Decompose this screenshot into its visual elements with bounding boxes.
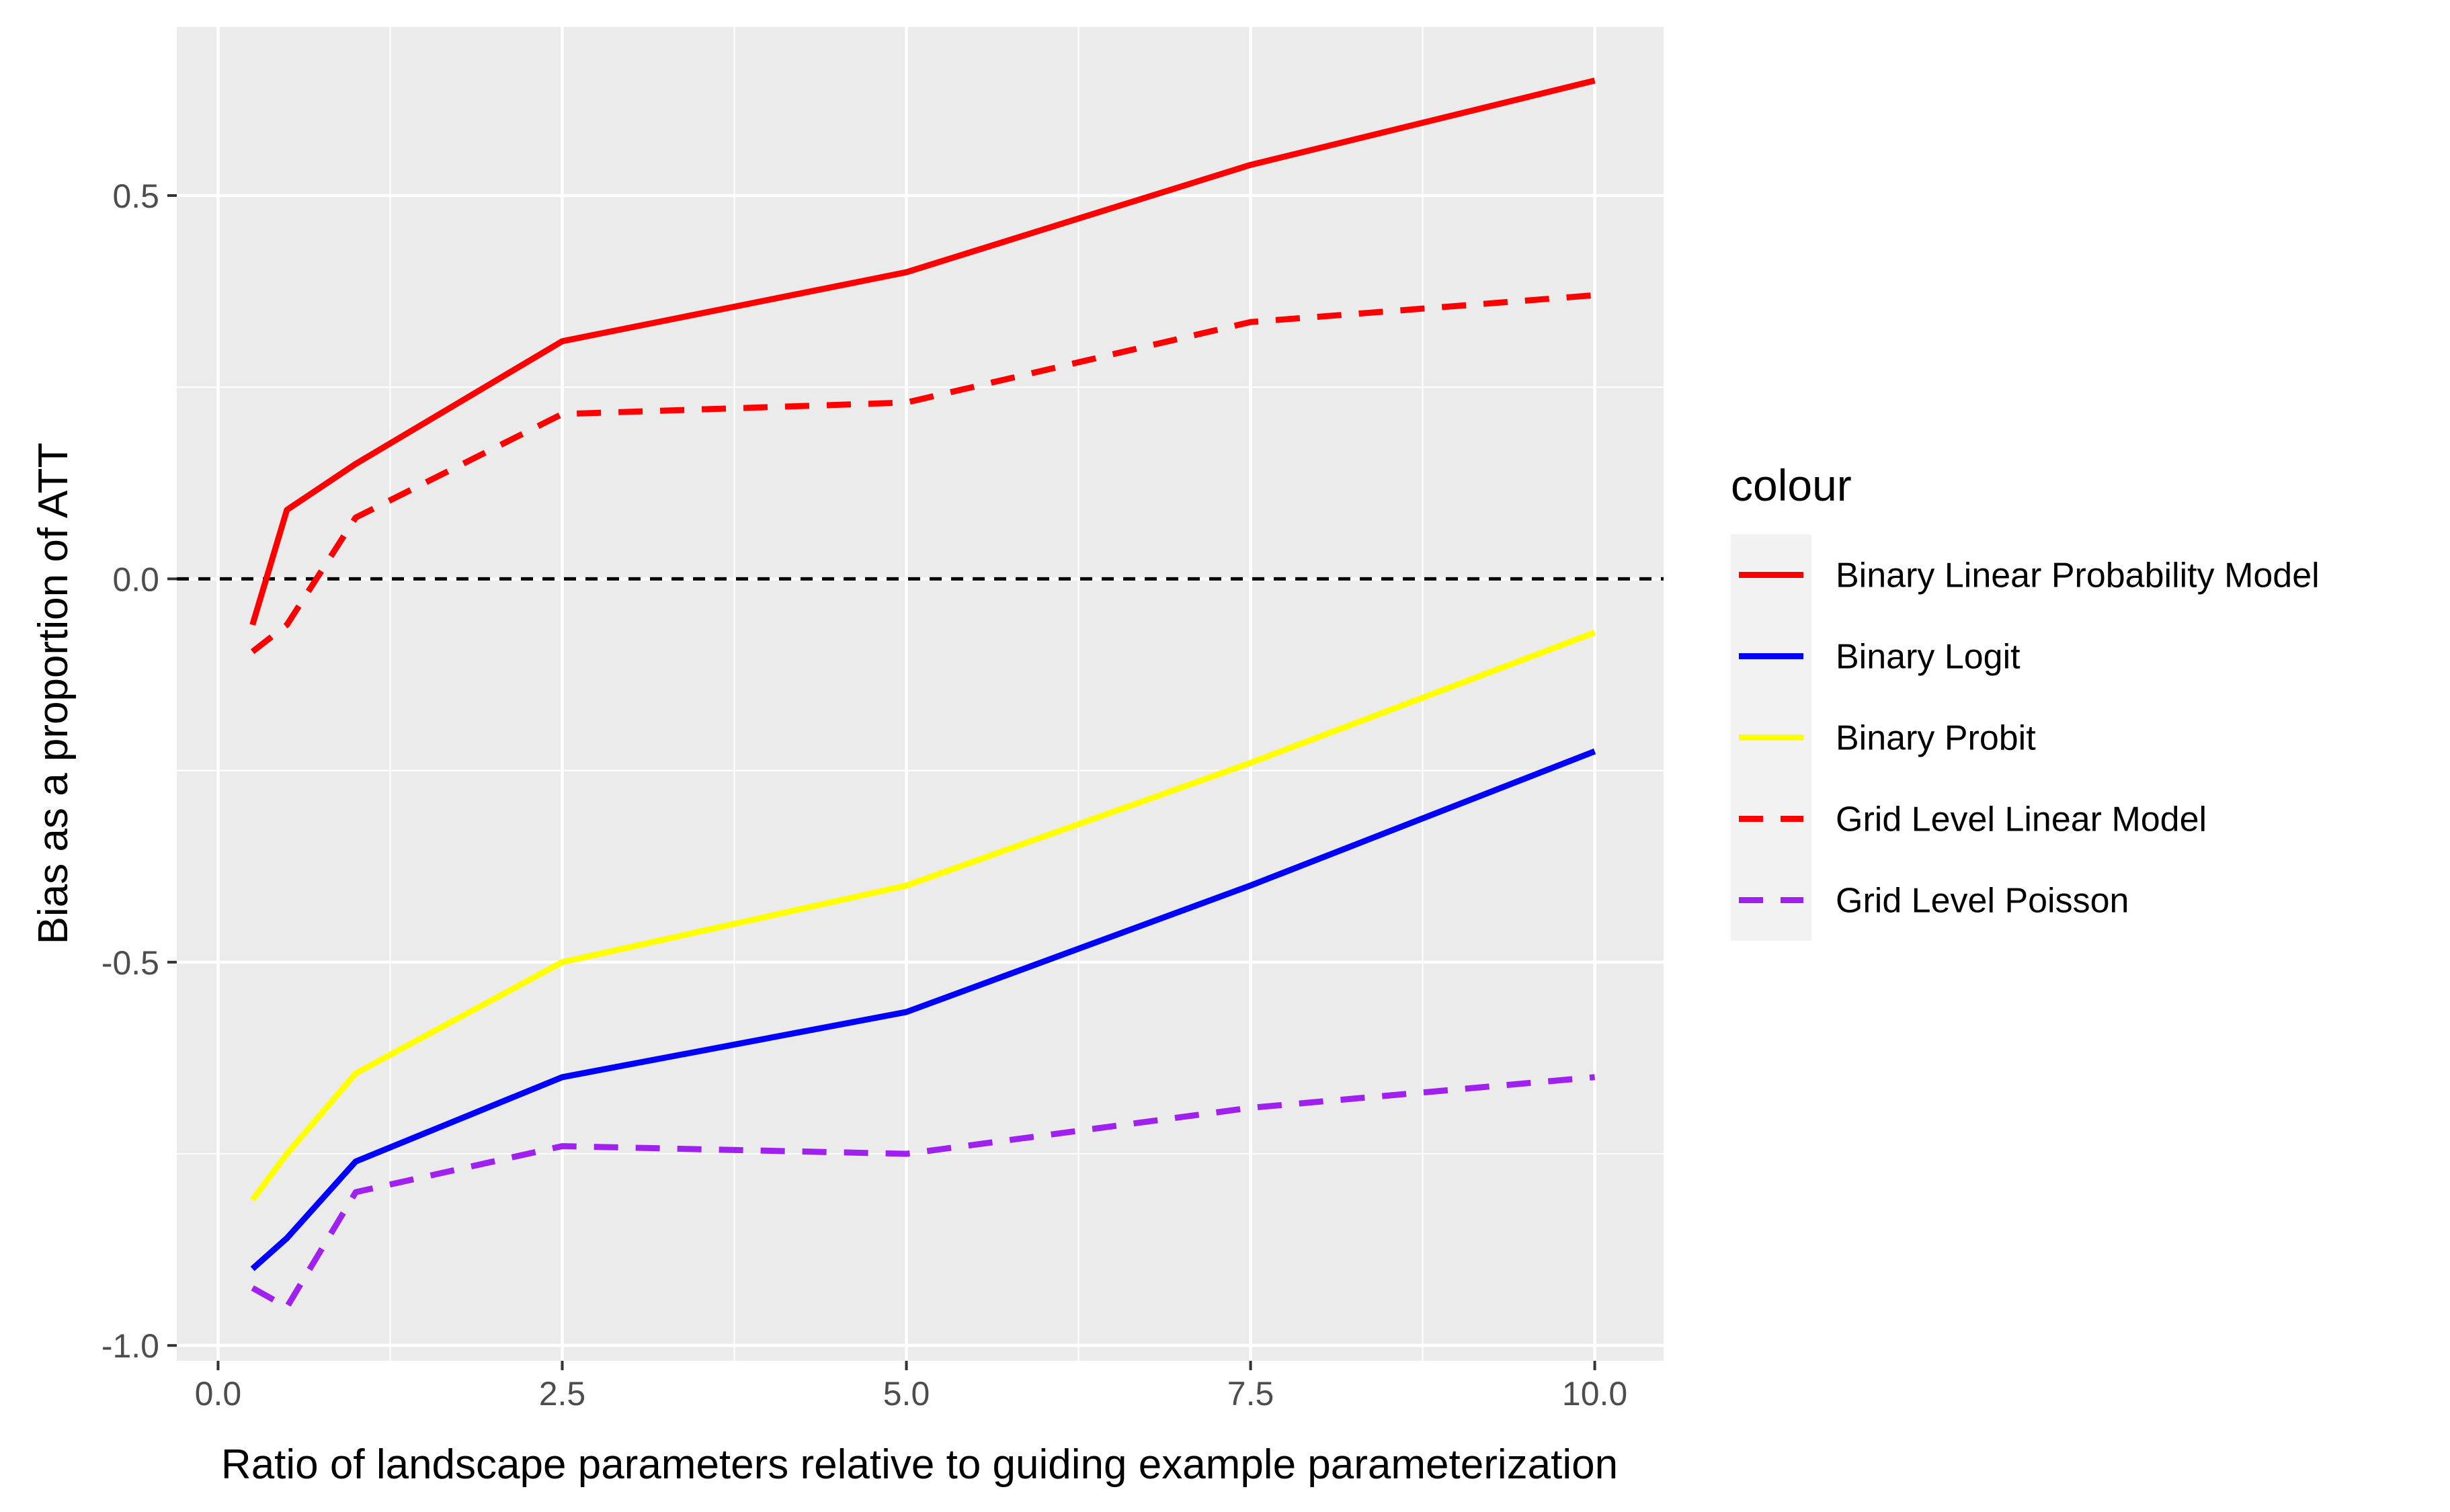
series-line-1	[250, 748, 1596, 1271]
legend-label-1: Binary Logit	[1836, 638, 2020, 677]
x-tick-label: 7.5	[1227, 1375, 1274, 1413]
y-axis: 0.5 0.0 -0.5 -1.0	[101, 177, 177, 1365]
legend-label-2: Binary Probit	[1836, 719, 2036, 758]
plot-panel	[177, 27, 1664, 1361]
x-tick-label: 2.5	[539, 1375, 586, 1413]
x-axis-title: Ratio of landscape parameters relative t…	[221, 1441, 1618, 1488]
y-axis-title: Bias as a proportion of ATT	[30, 443, 77, 945]
x-axis: 0.0 2.5 5.0 7.5 10.0	[195, 1361, 1627, 1413]
x-tick-label: 10.0	[1562, 1375, 1627, 1413]
legend-label-3: Grid Level Linear Model	[1836, 800, 2207, 839]
x-tick-label: 0.0	[195, 1375, 242, 1413]
legend-items: Binary Linear Probability Model Binary Lo…	[1739, 556, 2320, 921]
legend: colour Binary Linear Probability ModelBi…	[1731, 460, 2320, 941]
y-tick-label: -1.0	[101, 1327, 159, 1365]
y-tick-label: 0.0	[112, 560, 159, 598]
grid-minor	[177, 27, 1664, 1361]
series-layer	[249, 77, 1596, 1310]
legend-title: colour	[1731, 460, 1852, 510]
series-line-4	[251, 1074, 1595, 1310]
y-tick-label: -0.5	[101, 944, 159, 982]
series-line-3	[250, 292, 1595, 655]
series-line-0	[249, 77, 1596, 626]
x-tick-label: 5.0	[883, 1375, 930, 1413]
y-tick-label: 0.5	[112, 177, 159, 215]
legend-label-0: Binary Linear Probability Model	[1836, 556, 2320, 595]
series-line-2	[250, 630, 1596, 1202]
legend-label-4: Grid Level Poisson	[1836, 882, 2129, 921]
